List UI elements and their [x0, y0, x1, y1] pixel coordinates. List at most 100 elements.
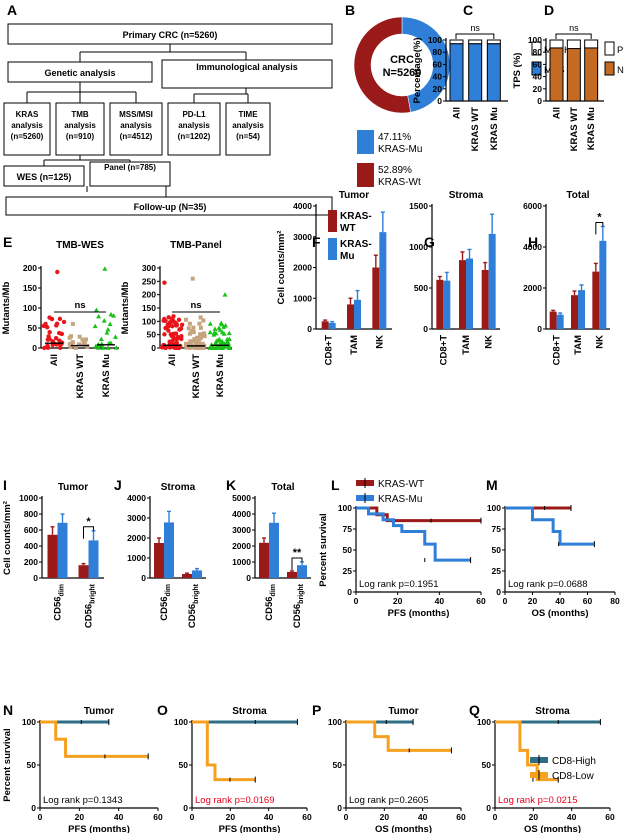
data-point [163, 345, 168, 351]
y-tick-label: 400 [24, 541, 38, 551]
chart-title: Tumor [339, 190, 369, 201]
x-axis-label: PFS (months) [219, 824, 281, 833]
panel-l-km: 0 25 50 75 100 Percent survival 0 20 40 60 PFS (mo… [318, 478, 486, 619]
legend-swatch [357, 163, 374, 187]
x-tick-label: All [167, 354, 178, 366]
sig-bracket [455, 33, 495, 39]
data-point [175, 334, 181, 340]
x-tick-label: CD56bright [292, 583, 305, 628]
data-point [54, 321, 60, 326]
y-tick-label: 100 [338, 503, 352, 513]
y-tick-label: 0 [33, 573, 38, 583]
data-point [196, 337, 201, 342]
panel-label-f: F [312, 234, 321, 250]
y-tick-label: 60 [433, 59, 443, 69]
x-tick-label: CD56dim [53, 584, 66, 621]
data-point [166, 328, 171, 333]
y-axis-label: Cell counts/mm² [276, 231, 287, 305]
x-tick-label: 40 [114, 812, 124, 822]
y-tick-label: 25 [343, 566, 353, 576]
y-tick-label: 3000 [232, 525, 251, 535]
data-point [70, 322, 75, 326]
x-tick-label: 40 [555, 596, 565, 606]
bar-kras-mu [269, 522, 279, 578]
x-tick-label: All [452, 107, 463, 119]
x-axis-label: PFS (months) [68, 824, 130, 833]
data-point [108, 311, 114, 317]
x-tick-label: CD56dim [159, 584, 172, 621]
pie-title-n: N=5260 [383, 67, 422, 79]
x-tick-label: All [552, 107, 563, 119]
x-tick-label: 40 [567, 812, 577, 822]
legend-label: KRAS-Wt [378, 177, 421, 188]
x-tick-label: KRAS Mu [215, 354, 226, 397]
data-point [202, 334, 207, 339]
y-tick-label: 0 [337, 803, 342, 813]
panel-label-p: P [312, 702, 321, 718]
y-tick-label: 6000 [523, 201, 542, 211]
chart-title: Stroma [161, 482, 196, 493]
y-tick-label: 4000 [293, 201, 312, 211]
bar-p [549, 39, 564, 49]
x-tick-label: 0 [354, 596, 359, 606]
panel-label-c: C [463, 2, 473, 18]
data-point [185, 343, 190, 348]
box-followup [5, 196, 333, 216]
y-tick-label: 100 [428, 35, 442, 45]
km-curve-cd8-low [40, 720, 149, 758]
data-point [216, 336, 222, 342]
y-tick-label: 100 [23, 303, 37, 313]
y-tick-label: 3000 [127, 513, 146, 523]
y-tick-label: 60 [533, 59, 543, 69]
x-tick-subscript: dim [270, 584, 277, 596]
y-tick-label: 100 [142, 316, 156, 326]
panel-a-flowchart: Primary CRC (n=5260) Genetic analysis Im… [3, 23, 333, 216]
y-tick-label: 1000 [293, 293, 312, 303]
y-tick-label: 50 [179, 760, 189, 770]
x-tick-label: 20 [226, 812, 236, 822]
bar-kras-mu [57, 522, 68, 578]
y-tick-label: 0 [347, 587, 352, 597]
legend-label: Mu [340, 251, 354, 262]
data-point [165, 322, 171, 327]
data-point [111, 313, 117, 318]
logrank-label: Log rank p=0.1343 [43, 795, 123, 806]
x-tick-label: 20 [75, 812, 85, 822]
data-point [183, 317, 188, 322]
bar-kras-wt [459, 260, 466, 329]
data-point [101, 318, 107, 323]
y-tick-label: 2000 [232, 541, 251, 551]
x-tick-subscript: bright [298, 583, 305, 603]
data-point [190, 276, 195, 281]
x-tick-label: CD8+T [438, 335, 449, 366]
y-tick-label: 0 [32, 343, 37, 353]
data-point [216, 325, 222, 330]
legend-label: KRAS-Mu [378, 144, 422, 155]
x-axis-label: PFS (months) [388, 608, 450, 619]
data-point [53, 335, 59, 341]
x-tick-label: KRAS WT [569, 107, 580, 152]
y-tick-label: 40 [433, 72, 443, 82]
y-tick-label: 25 [492, 566, 502, 576]
panel-k-bars: Total 0 1000 2000 3000 4000 5000 CD56dim CD56bri… [232, 482, 311, 628]
x-tick-subscript: bright [193, 583, 200, 603]
x-tick-label: TAM [573, 335, 584, 355]
data-point [57, 338, 62, 343]
chart-title: Tumor [58, 482, 88, 493]
sig-label: ns [190, 300, 201, 311]
data-point [73, 345, 78, 350]
panel-c-stacked: 0 20 40 60 80 100 Percentage(%) All KRAS WT KRAS … [412, 23, 571, 151]
label-primary: Primary CRC (n=5260) [123, 30, 218, 40]
bar-kras-mu [297, 565, 307, 578]
data-point [190, 339, 195, 344]
panel-q-km: Stroma 0 50 100 0 20 40 60 OS (months) Log rank p… [477, 706, 615, 833]
y-tick-label: 50 [492, 545, 502, 555]
data-point [162, 280, 167, 285]
x-tick-label: 40 [418, 812, 428, 822]
panel-o-km: Stroma 0 50 100 0 20 40 60 PFS (months) Log rank … [174, 706, 312, 833]
pie-slice-kras-wt [353, 16, 411, 114]
data-point [201, 318, 206, 323]
chart-title: Total [566, 190, 589, 201]
panel-p-km: Tumor 0 50 100 0 20 40 60 OS (months) Log rank p=… [328, 706, 466, 833]
chart-title: Stroma [449, 190, 484, 201]
